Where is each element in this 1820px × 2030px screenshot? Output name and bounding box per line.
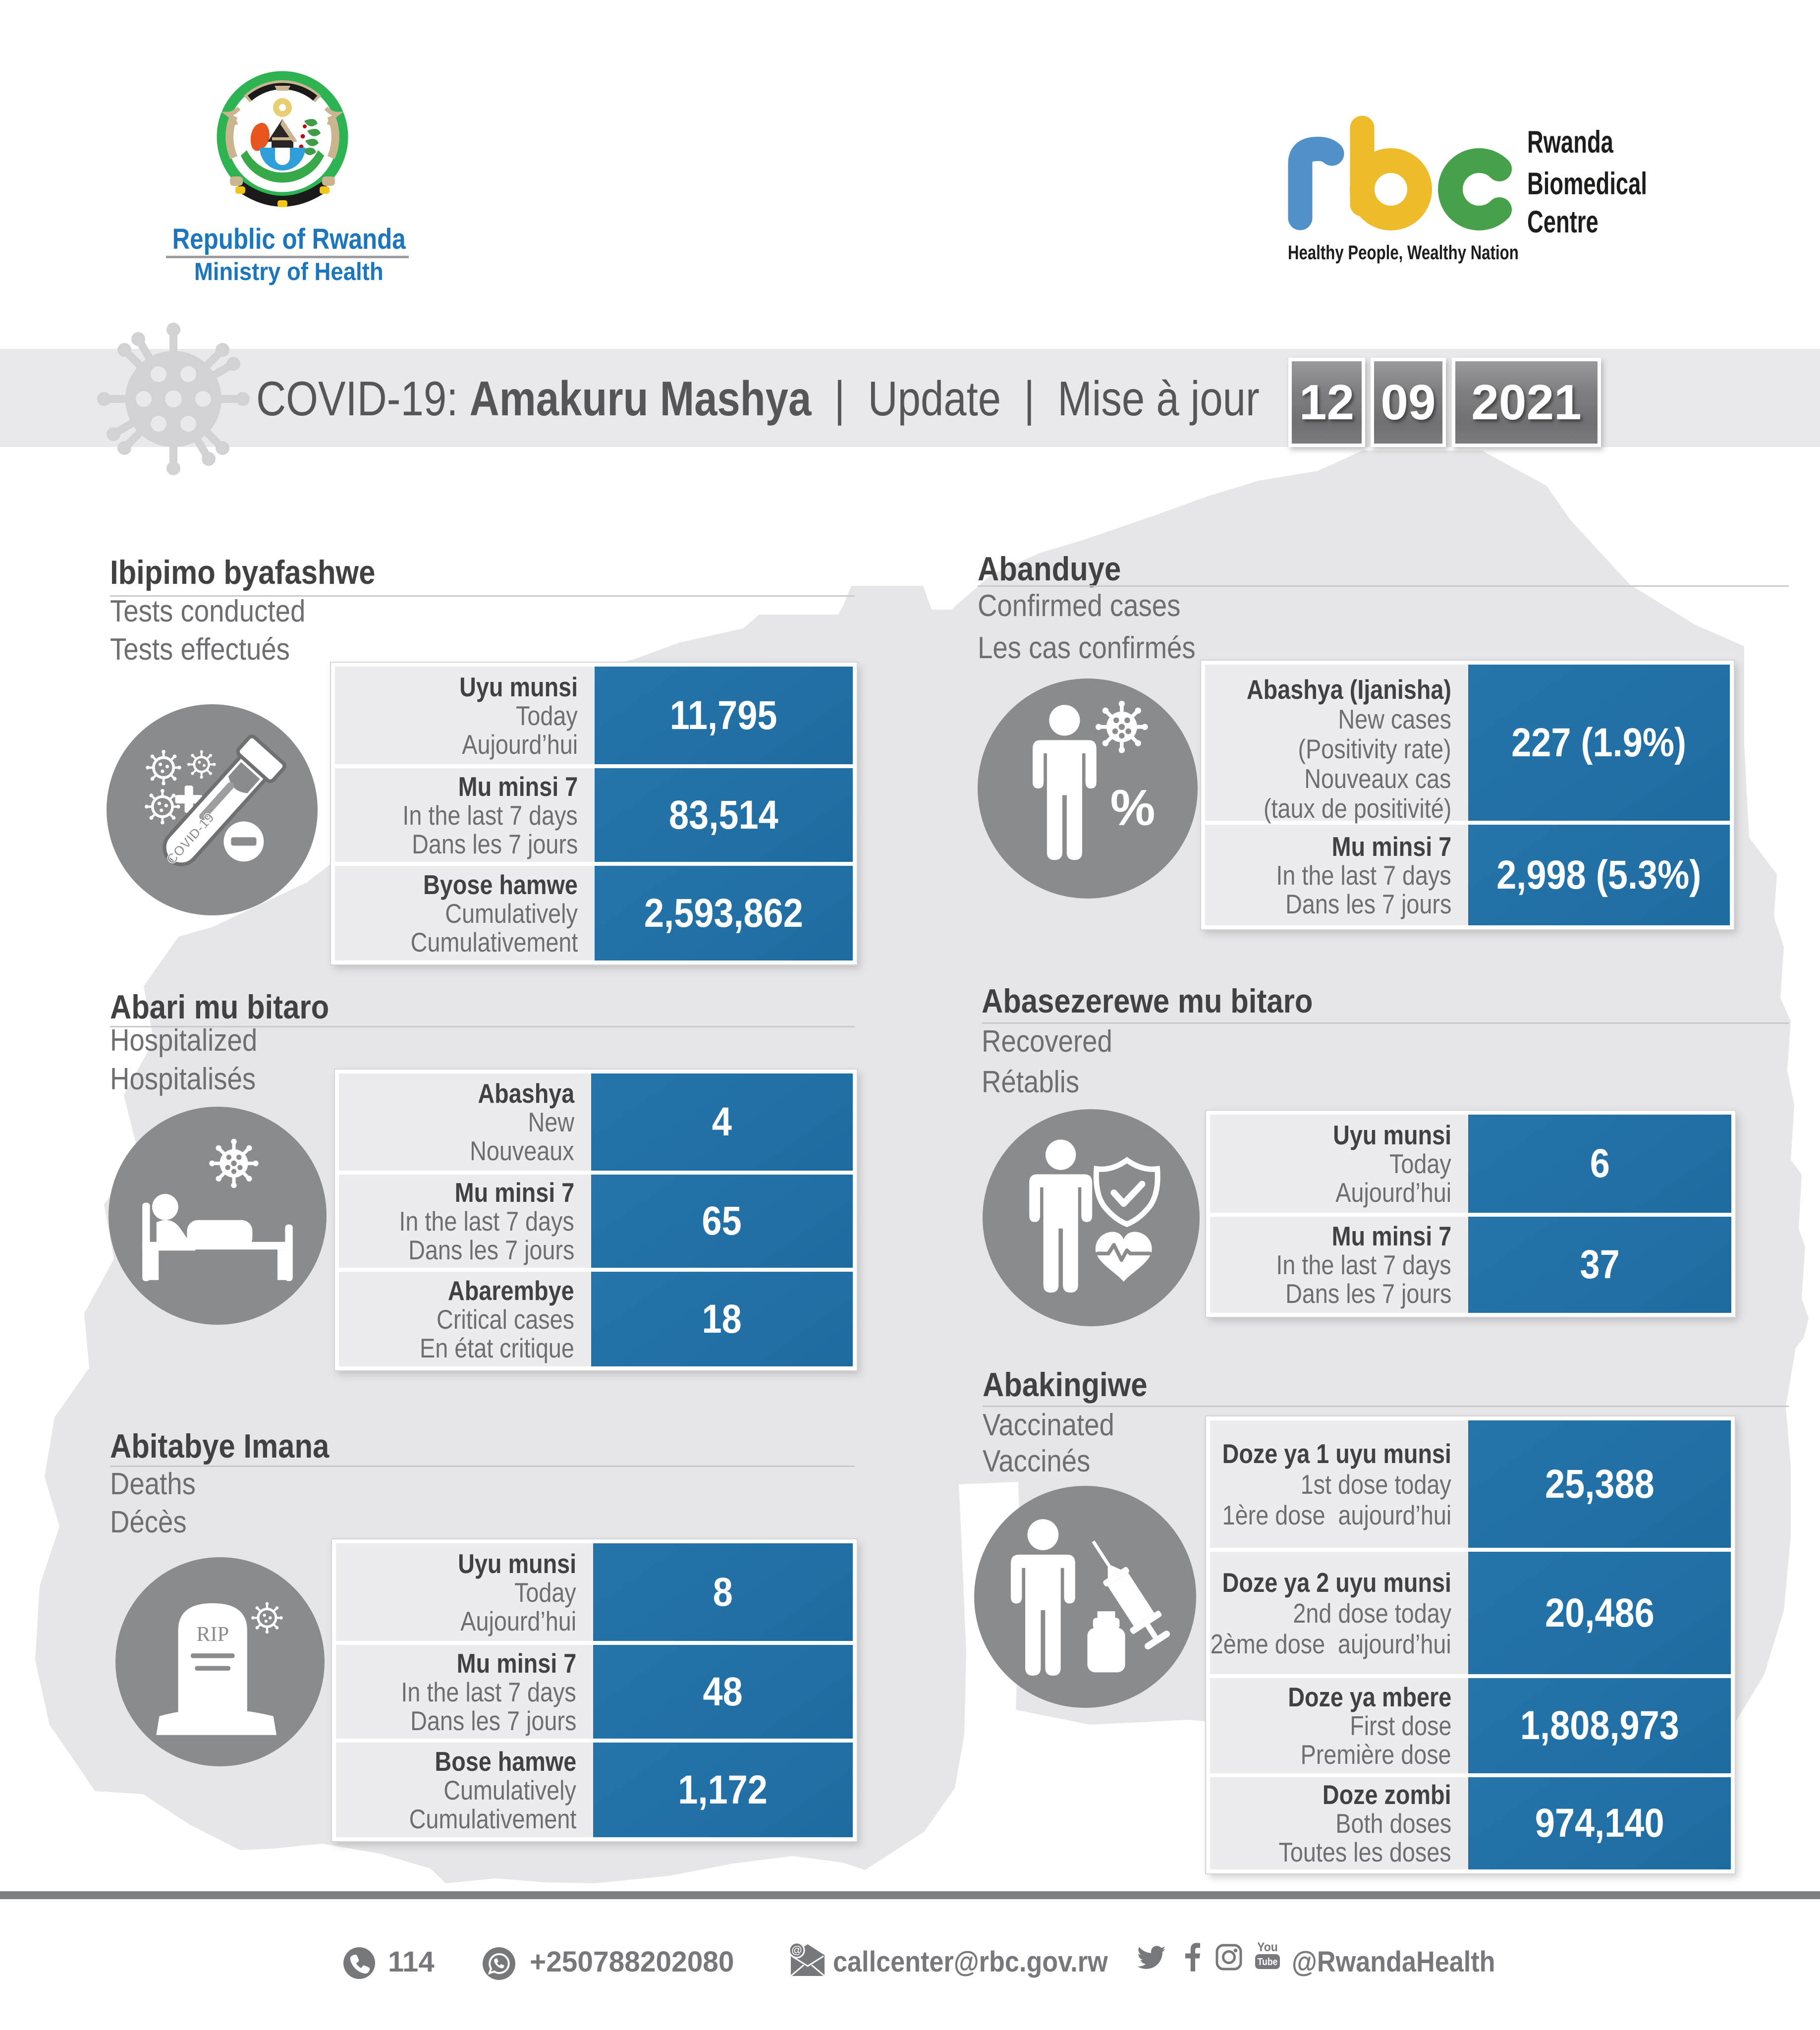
- svg-text:RIP: RIP: [196, 1623, 229, 1646]
- svg-text:Tube: Tube: [1258, 1956, 1278, 1967]
- svg-text:You: You: [1257, 1940, 1278, 1954]
- svg-text:%: %: [1110, 779, 1156, 836]
- svg-text:@: @: [791, 1944, 802, 1956]
